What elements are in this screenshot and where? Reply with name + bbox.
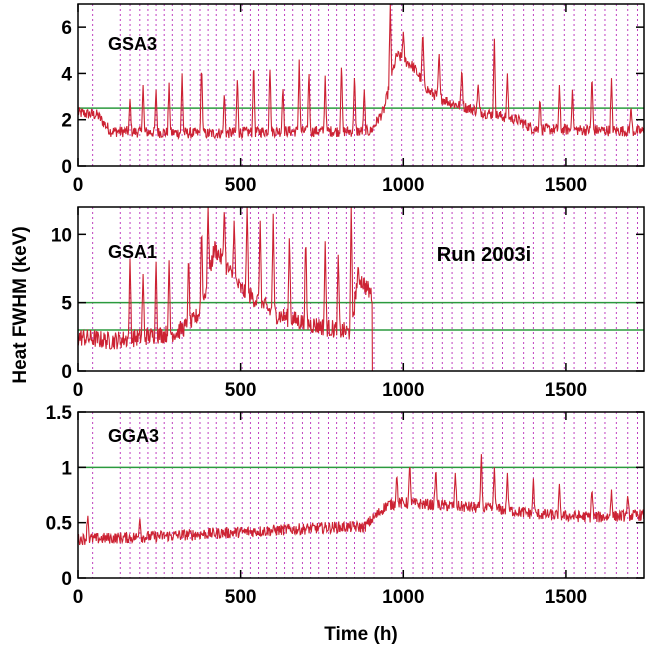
- plot-frame: [77, 3, 645, 167]
- x-tick-label: 0: [73, 380, 84, 401]
- y-tick-label: 2: [61, 111, 72, 132]
- y-tick-label: 6: [61, 18, 72, 39]
- panel-gsa1: 0 500 1000 1500 0 5 10 GSA1: [51, 206, 645, 401]
- x-tick-label: 500: [225, 380, 257, 401]
- plot-frame: [77, 411, 645, 579]
- y-tick-label: 1: [61, 458, 72, 479]
- y-tick-label: 0.5: [46, 514, 73, 535]
- x-tick-label: 1500: [545, 380, 587, 401]
- panel-label: GSA1: [108, 242, 157, 262]
- x-tick-label: 1000: [382, 380, 424, 401]
- plot-frame: [77, 206, 645, 372]
- y-tick-label: 10: [51, 225, 72, 246]
- panel-label: GGA3: [108, 426, 159, 446]
- y-axis-title: Heat FWHM (keV): [10, 226, 31, 383]
- y-tick-label: 4: [61, 64, 72, 85]
- y-tick-label: 0: [61, 157, 72, 178]
- data-series-line: [78, 4, 644, 141]
- panel-gsa3: 0 500 1000 1500 0 2 4 6 GSA3: [61, 3, 645, 196]
- x-tick-label: 500: [225, 175, 257, 196]
- x-tick-label: 0: [73, 175, 84, 196]
- y-tick-label: 0: [61, 569, 72, 590]
- data-series-line: [78, 454, 644, 546]
- panel-gga3: 0 500 1000 1500 0 0.5 1 1.5 GGA3: [46, 403, 645, 608]
- x-axis-title: Time (h): [324, 624, 398, 645]
- x-tick-label: 1000: [382, 587, 424, 608]
- y-tick-label: 0: [61, 362, 72, 383]
- x-tick-label: 0: [73, 587, 84, 608]
- x-tick-label: 1500: [545, 175, 587, 196]
- data-series-line: [78, 207, 373, 371]
- y-tick-label: 5: [61, 294, 72, 315]
- run-annotation: Run 2003i: [437, 244, 531, 266]
- x-tick-label: 1500: [545, 587, 587, 608]
- x-tick-label: 500: [225, 587, 257, 608]
- x-tick-label: 1000: [382, 175, 424, 196]
- panel-label: GSA3: [108, 34, 157, 54]
- y-tick-label: 1.5: [46, 403, 73, 424]
